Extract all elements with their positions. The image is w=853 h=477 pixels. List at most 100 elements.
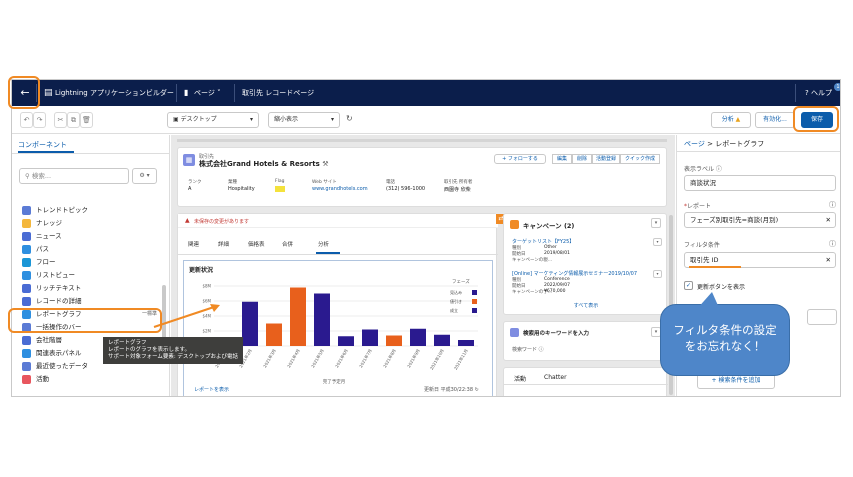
components-tab[interactable]: コンポーネント xyxy=(18,141,67,149)
help-link[interactable]: ? ヘルプ xyxy=(805,89,832,97)
activity-card[interactable]: 活動 Chatter xyxy=(503,367,668,396)
refresh-icon[interactable]: ↻ xyxy=(346,114,353,123)
filter-input[interactable]: 取引先 ID ✕ xyxy=(684,252,836,268)
field-label: Web サイト xyxy=(312,180,337,185)
chart-bar xyxy=(458,340,474,346)
legend-swatch xyxy=(472,308,477,313)
back-button[interactable]: ← xyxy=(20,86,30,99)
component-item[interactable]: ナレッジ xyxy=(22,217,157,230)
record-action-button[interactable]: 活動登録 xyxy=(592,154,620,164)
record-header[interactable]: ▦ 取引先 株式会社Grand Hotels & Resorts ⚒ + フォロ… xyxy=(177,147,667,207)
search-input[interactable]: ⚲ 検索... xyxy=(19,168,129,184)
record-tab[interactable]: 価格表 xyxy=(248,242,265,248)
campaign-card[interactable]: キャンペーン (2) ▾ ターゲットリスト【FY25】 種別 Other 開始日 201… xyxy=(503,213,667,315)
cut-icon[interactable]: ✂ xyxy=(54,112,67,128)
report-input[interactable]: フェーズ別取引先=商談(月別) ✕ xyxy=(684,212,836,228)
component-item[interactable]: 会社階層 xyxy=(22,334,157,347)
component-item[interactable]: リストビュー xyxy=(22,269,157,282)
report-chart-title: 更新状況 xyxy=(189,267,214,274)
component-item[interactable]: 活動 xyxy=(22,373,157,386)
record-action-button[interactable]: クイック作成 xyxy=(620,154,660,164)
component-icon xyxy=(22,270,31,280)
row-menu-icon[interactable]: ▾ xyxy=(653,238,662,246)
bar-chart: $0$2M$4M$6M$8M2021年1月2021年2月2021年3月2021年… xyxy=(202,278,478,385)
component-item[interactable]: レポートグラフ 一標準 xyxy=(22,308,157,321)
y-tick-label: $2M xyxy=(202,329,211,334)
component-label: リストビュー xyxy=(36,271,75,279)
copy-icon[interactable]: ⧉ xyxy=(67,112,80,128)
view-select[interactable]: 縮小表示 ▾ xyxy=(268,112,340,128)
save-button[interactable]: 保存 xyxy=(801,112,833,128)
page-menu[interactable]: ページ ˅ xyxy=(194,89,221,97)
record-tab[interactable]: 分析 xyxy=(318,242,330,248)
view-report-link[interactable]: レポートを表示 xyxy=(194,387,230,393)
page-canvas: ▦ 取引先 株式会社Grand Hotels & Resorts ⚒ + フォロ… xyxy=(171,135,675,396)
campaign-field-label: 開始日 xyxy=(512,284,526,289)
field-input[interactable] xyxy=(807,309,837,325)
component-label: 活動 xyxy=(36,375,49,383)
record-action-button[interactable]: 削除 xyxy=(572,154,592,164)
search-keyword-card[interactable]: 検索用のキーワードを入力 ▾ 検索ワード ⓘ xyxy=(503,321,667,361)
campaign-title: キャンペーン (2) xyxy=(523,222,575,230)
chart-bar xyxy=(362,329,378,346)
chart-bar xyxy=(386,335,402,346)
component-item[interactable]: レコードの詳細 xyxy=(22,295,157,308)
settings-button[interactable]: ⚙ ▾ xyxy=(132,168,157,184)
view-all-link[interactable]: すべて表示 xyxy=(573,303,599,309)
label-input[interactable]: 商談状況 xyxy=(684,175,836,191)
y-tick-label: $8M xyxy=(202,284,211,289)
chart-bar xyxy=(338,336,354,346)
activate-button[interactable]: 有効化... xyxy=(755,112,795,128)
info-icon: ⓘ xyxy=(829,240,836,248)
warning-icon: ▲ xyxy=(185,217,190,224)
breadcrumb-page-link[interactable]: ページ xyxy=(684,140,705,148)
field-value[interactable]: www.grandhotels.com xyxy=(312,186,368,192)
clear-icon[interactable]: ✕ xyxy=(825,216,831,224)
refresh-checkbox-label: 更新ボタンを表示 xyxy=(697,284,746,291)
component-item[interactable]: リッチテキスト xyxy=(22,282,157,295)
menu-chevron-icon[interactable]: ▾ xyxy=(651,218,661,228)
component-label: 関連表示パネル xyxy=(36,349,82,357)
filter-label: フィルタ条件 xyxy=(684,242,720,249)
report-label: *レポート xyxy=(684,203,712,210)
refresh-checkbox[interactable]: ✓ xyxy=(684,281,693,290)
page-name: 取引先 レコードページ xyxy=(242,89,315,97)
flag-icon xyxy=(275,186,285,192)
record-tab[interactable]: 合併 xyxy=(282,242,294,248)
field-value: (312) 596-1000 xyxy=(386,186,426,192)
chevron-down-icon: ▾ xyxy=(249,116,253,123)
campaign-name-link[interactable]: ターゲットリスト【FY25】 xyxy=(512,239,575,245)
record-tab[interactable]: 関連 xyxy=(188,242,200,248)
drag-handle-icon[interactable]: ⇄ xyxy=(496,214,506,224)
breadcrumb: ページ > レポートグラフ xyxy=(684,140,765,148)
redo-icon[interactable]: ↷ xyxy=(33,112,46,128)
campaign-icon xyxy=(510,220,519,229)
x-tick-label: 2021年3月 xyxy=(261,348,277,369)
follow-button[interactable]: + フォローする xyxy=(494,154,546,164)
tab-chatter[interactable]: Chatter xyxy=(544,374,567,381)
row-menu-icon[interactable]: ▾ xyxy=(653,270,662,278)
y-tick-label: $6M xyxy=(202,299,211,304)
record-action-button[interactable]: 編集 xyxy=(552,154,572,164)
campaign-name-link[interactable]: [Online] マーケティング情報展示セミナー2019/10/07 xyxy=(512,271,638,277)
component-item[interactable]: パス xyxy=(22,243,157,256)
component-item[interactable]: 一括操作のバー xyxy=(22,321,157,334)
component-label: フロー xyxy=(36,258,56,266)
component-icon xyxy=(22,361,31,371)
component-item[interactable]: 最近使ったデータ xyxy=(22,360,157,373)
component-item[interactable]: フロー xyxy=(22,256,157,269)
component-item[interactable]: 関連表示パネル xyxy=(22,347,157,360)
clear-icon[interactable]: ✕ xyxy=(825,256,831,264)
tab-activity[interactable]: 活動 xyxy=(514,376,527,383)
device-select[interactable]: ▣ デスクトップ ▾ xyxy=(167,112,259,128)
component-item[interactable]: ニュース xyxy=(22,230,157,243)
legend-label: 見込み xyxy=(450,289,462,295)
x-tick-label: 2021年6月 xyxy=(333,348,349,369)
analysis-button[interactable]: 分析 ▲ xyxy=(711,112,751,128)
undo-icon[interactable]: ↶ xyxy=(20,112,33,128)
scrollbar[interactable] xyxy=(162,285,166,345)
delete-icon[interactable]: 🗑 xyxy=(80,112,93,128)
record-tab[interactable]: 詳細 xyxy=(218,242,230,248)
component-item[interactable]: トレンドトピック xyxy=(22,204,157,217)
campaign-field-label: キャンペーンの親... xyxy=(512,258,553,263)
